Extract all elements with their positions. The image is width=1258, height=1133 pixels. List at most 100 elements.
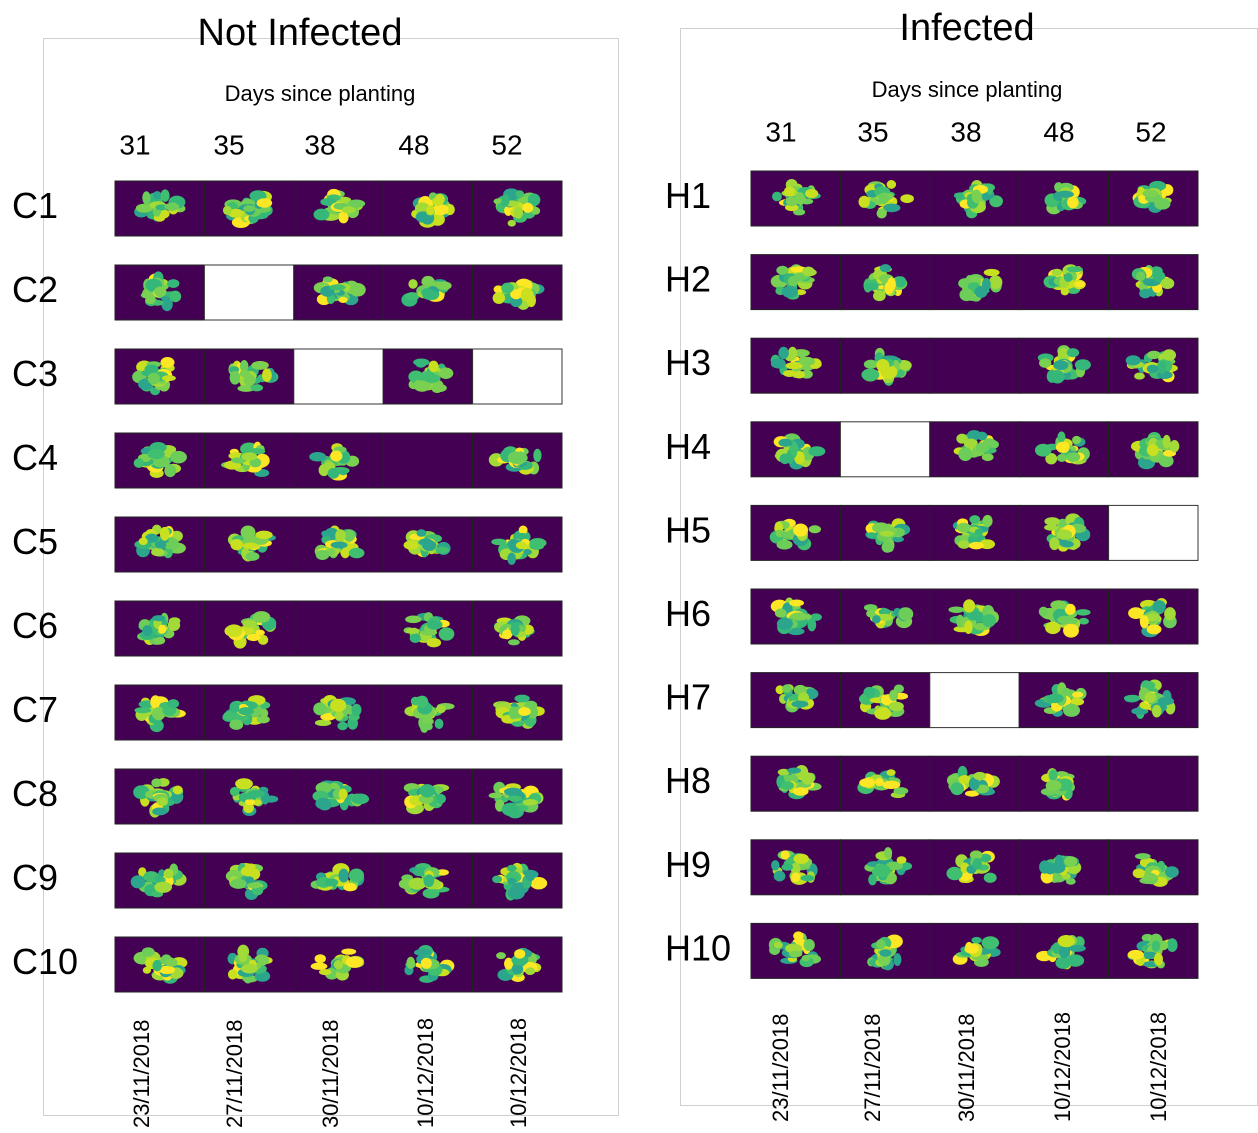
- leaf: [799, 357, 815, 366]
- leaf: [877, 208, 887, 218]
- leaf: [323, 276, 333, 282]
- leaf: [427, 620, 443, 630]
- leaf: [349, 548, 365, 559]
- row-label: C7: [12, 689, 58, 730]
- leaf: [1058, 935, 1075, 947]
- leaf: [225, 624, 242, 637]
- leaf: [230, 787, 240, 796]
- leaf: [229, 702, 239, 714]
- leaf: [502, 803, 520, 816]
- leaf: [240, 370, 251, 378]
- leaf: [889, 702, 904, 712]
- leaf: [948, 606, 964, 613]
- leaf: [431, 384, 447, 392]
- missing-image: [204, 265, 293, 320]
- leaf: [786, 197, 797, 206]
- date-label: 10/12/2018: [1050, 1012, 1075, 1122]
- date-label: 10/12/2018: [1146, 1012, 1171, 1122]
- leaf: [1063, 704, 1080, 717]
- leaf: [1039, 607, 1048, 617]
- leaf: [864, 360, 878, 369]
- leaf: [784, 186, 795, 196]
- leaf: [427, 638, 442, 647]
- axis-label: Days since planting: [225, 81, 416, 106]
- leaf: [774, 871, 786, 882]
- leaf: [230, 371, 241, 385]
- leaf: [984, 269, 1000, 276]
- row-label: C5: [12, 521, 58, 562]
- row-label: H4: [665, 426, 711, 467]
- leaf: [1047, 694, 1064, 704]
- row-label: H3: [665, 342, 711, 383]
- leaf: [342, 206, 356, 213]
- leaf: [1057, 530, 1072, 540]
- leaf: [782, 684, 791, 692]
- row-label: H9: [665, 844, 711, 885]
- leaf: [228, 969, 237, 979]
- leaf: [147, 449, 164, 459]
- leaf: [1053, 360, 1068, 370]
- leaf: [1049, 769, 1058, 781]
- row-label: H8: [665, 760, 711, 801]
- leaf: [134, 458, 144, 468]
- leaf: [341, 948, 356, 954]
- leaf: [319, 969, 331, 975]
- leaf: [501, 283, 514, 294]
- leaf: [964, 620, 973, 634]
- leaf: [873, 864, 890, 877]
- leaf: [1154, 953, 1163, 966]
- leaf: [351, 704, 361, 716]
- leaf: [134, 707, 151, 713]
- leaf: [972, 189, 982, 203]
- leaf: [514, 695, 529, 703]
- leaf: [330, 451, 342, 462]
- leaf: [436, 705, 446, 713]
- leaf: [415, 359, 426, 368]
- row-label: H1: [665, 175, 711, 216]
- leaf: [416, 529, 426, 537]
- leaf: [984, 873, 997, 883]
- leaf: [959, 775, 971, 784]
- leaf: [776, 266, 788, 275]
- leaf: [1050, 600, 1067, 609]
- leaf: [170, 451, 187, 464]
- leaf: [876, 359, 889, 372]
- leaf: [1134, 372, 1145, 379]
- leaf: [313, 209, 329, 221]
- leaf: [882, 541, 893, 552]
- leaf: [1067, 196, 1078, 208]
- leaf: [518, 707, 530, 716]
- leaf: [965, 944, 979, 954]
- leaf: [1152, 600, 1165, 613]
- leaf: [1060, 541, 1073, 548]
- leaf: [1152, 705, 1162, 718]
- date-label: 27/11/2018: [222, 1020, 247, 1128]
- plant-image: [294, 601, 383, 656]
- leaf: [435, 719, 444, 729]
- leaf: [408, 279, 417, 289]
- leaf: [230, 879, 246, 889]
- leaf: [886, 769, 895, 776]
- leaf: [422, 291, 438, 300]
- leaf: [165, 203, 180, 211]
- leaf: [1147, 624, 1162, 634]
- row-label: C2: [12, 269, 58, 310]
- leaf: [508, 886, 525, 899]
- leaf: [1133, 868, 1145, 878]
- leaf: [414, 949, 431, 956]
- day-label: 52: [1135, 116, 1166, 147]
- leaf: [900, 194, 914, 203]
- leaf: [152, 615, 165, 621]
- leaf: [493, 292, 506, 304]
- leaf: [1145, 692, 1157, 703]
- leaf: [529, 538, 547, 548]
- leaf: [982, 515, 992, 527]
- leaf: [801, 772, 814, 784]
- date-label: 10/12/2018: [413, 1018, 438, 1128]
- leaf: [982, 936, 1000, 949]
- leaf: [1074, 281, 1085, 287]
- leaf: [491, 539, 506, 546]
- leaf: [504, 788, 522, 796]
- leaf: [309, 452, 326, 461]
- leaf: [897, 856, 907, 864]
